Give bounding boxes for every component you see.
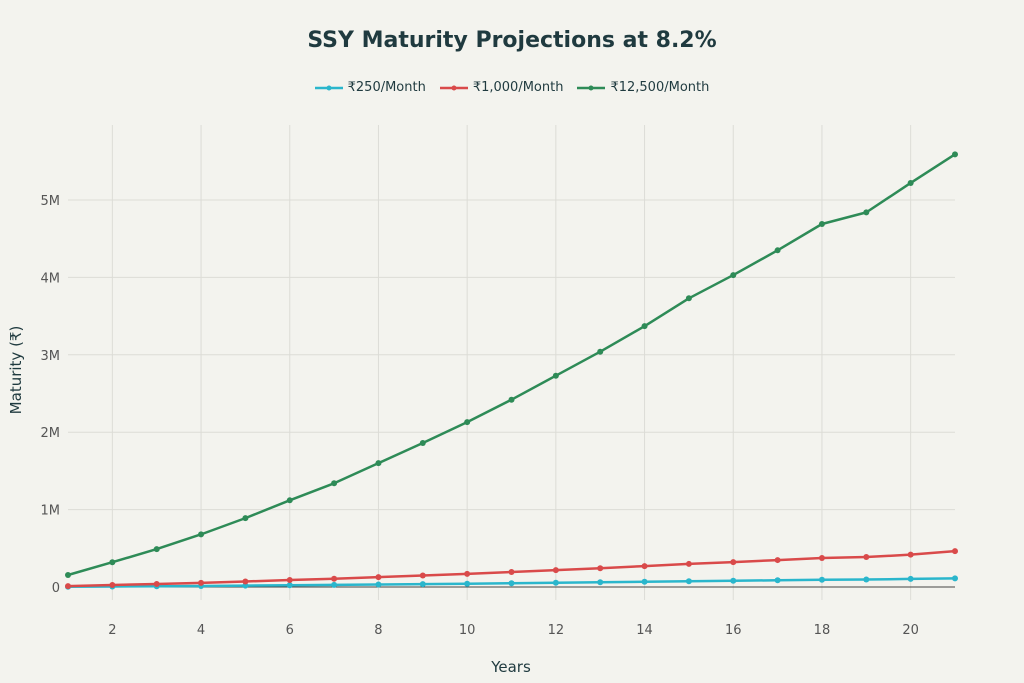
y-tick-label: 5M <box>41 194 61 209</box>
data-point <box>198 579 205 586</box>
legend: ₹250/Month ₹1,000/Month ₹12,500/Month <box>0 80 1024 95</box>
data-point <box>419 581 426 588</box>
data-point <box>641 578 648 585</box>
data-point <box>464 580 471 587</box>
legend-item[interactable]: ₹1,000/Month <box>439 80 564 95</box>
legend-item[interactable]: ₹250/Month <box>314 80 426 95</box>
legend-item[interactable]: ₹12,500/Month <box>577 80 709 95</box>
data-point <box>685 578 692 585</box>
y-tick-label: 0 <box>52 581 60 596</box>
x-tick-label: 6 <box>286 623 294 638</box>
data-point <box>375 581 382 588</box>
data-point <box>153 546 160 553</box>
data-point <box>109 581 116 588</box>
data-point <box>242 582 249 589</box>
data-point <box>286 577 293 584</box>
y-tick-label: 3M <box>41 349 61 364</box>
data-point <box>331 581 338 588</box>
data-point <box>597 348 604 355</box>
data-point <box>597 579 604 586</box>
data-point <box>375 460 382 467</box>
data-point <box>552 372 559 379</box>
data-point <box>641 323 648 330</box>
data-point <box>508 396 515 403</box>
x-tick-label: 20 <box>902 623 919 638</box>
x-axis-label: Years <box>490 658 531 676</box>
data-point <box>508 580 515 587</box>
data-point <box>774 577 781 584</box>
y-axis-label: Maturity (₹) <box>7 326 25 415</box>
x-tick-label: 2 <box>108 623 116 638</box>
data-point <box>818 576 825 583</box>
data-point <box>508 568 515 575</box>
data-point <box>818 554 825 561</box>
data-point <box>863 209 870 216</box>
data-point <box>863 554 870 561</box>
y-tick-label: 4M <box>41 271 61 286</box>
data-point <box>863 576 870 583</box>
x-tick-label: 4 <box>197 623 205 638</box>
data-point <box>730 577 737 584</box>
data-point <box>65 572 71 579</box>
y-tick-label: 2M <box>41 426 61 441</box>
x-tick-label: 10 <box>459 623 476 638</box>
data-point <box>286 582 293 589</box>
data-point <box>818 220 825 227</box>
chart-title: SSY Maturity Projections at 8.2% <box>307 28 717 53</box>
data-point <box>464 419 471 426</box>
series-2 <box>65 151 958 579</box>
legend-swatch-icon <box>314 85 343 90</box>
legend-label: ₹1,000/Month <box>472 80 564 95</box>
data-point <box>552 567 559 574</box>
data-point <box>907 575 914 582</box>
data-point <box>952 575 958 582</box>
data-point <box>952 548 958 555</box>
legend-swatch-icon <box>439 85 468 90</box>
x-tick-label: 12 <box>548 623 565 638</box>
data-point <box>331 480 338 487</box>
data-point <box>907 551 914 558</box>
data-point <box>597 565 604 572</box>
data-point <box>907 179 914 186</box>
legend-swatch-icon <box>577 85 606 90</box>
data-point <box>641 563 648 570</box>
data-point <box>464 570 471 577</box>
x-tick-label: 8 <box>374 623 382 638</box>
data-point <box>552 579 559 586</box>
data-point <box>153 580 160 587</box>
data-point <box>331 575 338 582</box>
data-point <box>685 560 692 567</box>
data-point <box>242 578 249 585</box>
data-point <box>419 572 426 579</box>
data-point <box>375 574 382 581</box>
data-point <box>419 440 426 447</box>
y-tick-label: 1M <box>41 504 61 519</box>
series-1 <box>65 548 958 590</box>
x-tick-label: 14 <box>636 623 653 638</box>
data-point <box>685 295 692 302</box>
data-point <box>286 497 293 504</box>
legend-label: ₹250/Month <box>347 80 426 95</box>
data-point <box>774 557 781 564</box>
data-point <box>109 559 116 566</box>
data-point <box>730 559 737 566</box>
legend-label: ₹12,500/Month <box>610 80 710 95</box>
data-point <box>730 272 737 279</box>
data-point <box>198 531 205 538</box>
x-tick-label: 16 <box>725 623 742 638</box>
data-point <box>65 583 71 590</box>
x-tick-label: 18 <box>814 623 831 638</box>
data-point <box>774 247 781 254</box>
data-point <box>242 515 249 522</box>
data-point <box>952 151 958 158</box>
